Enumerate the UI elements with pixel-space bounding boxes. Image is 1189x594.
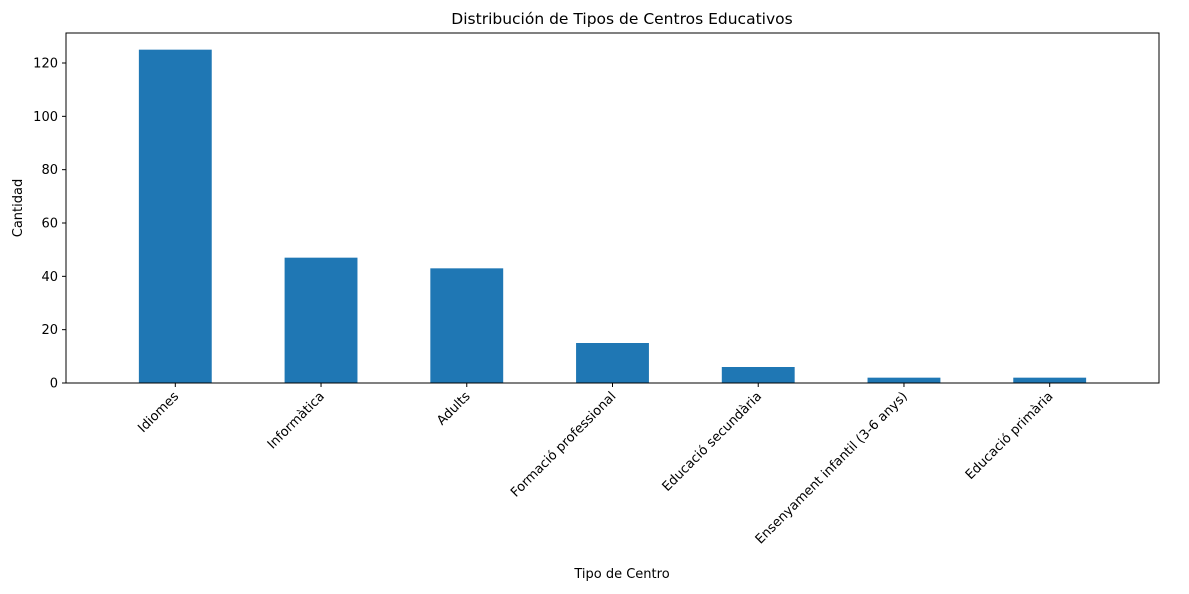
- x-axis: Idiomes Informàtica Adults Formació profess…: [135, 383, 1057, 547]
- y-tick-label: 0: [50, 377, 58, 392]
- x-tick-label: Educació primària: [963, 389, 1057, 483]
- bar-3: [576, 343, 649, 383]
- bar-0: [138, 49, 212, 384]
- bar-6: [1013, 377, 1087, 383]
- y-axis: 0 20 40 60 80 100 120: [33, 57, 66, 392]
- y-axis-label: Cantidad: [11, 179, 26, 237]
- y-tick-label: 40: [41, 270, 58, 285]
- bar-1: [284, 257, 358, 383]
- bar-4: [721, 367, 795, 383]
- chart-title: Distribución de Tipos de Centros Educati…: [451, 10, 792, 28]
- y-tick-label: 120: [33, 57, 58, 72]
- bar-5: [867, 377, 941, 383]
- bar-2: [430, 268, 504, 383]
- x-axis-label: Tipo de Centro: [573, 567, 669, 582]
- x-tick-label: Informàtica: [265, 389, 328, 452]
- x-tick-label: Ensenyament infantil (3-6 anys): [753, 389, 911, 547]
- plot-frame: [65, 32, 1160, 384]
- x-tick-label: Formació professional: [508, 389, 619, 500]
- y-tick-label: 60: [41, 217, 58, 232]
- y-tick-label: 100: [33, 110, 58, 125]
- x-tick-label: Educació secundària: [660, 389, 766, 495]
- x-tick-label: Adults: [434, 389, 474, 429]
- y-tick-label: 80: [41, 163, 58, 178]
- bars-group: [138, 49, 1087, 384]
- x-tick-label: Idiomes: [135, 389, 182, 436]
- y-tick-label: 20: [41, 323, 58, 338]
